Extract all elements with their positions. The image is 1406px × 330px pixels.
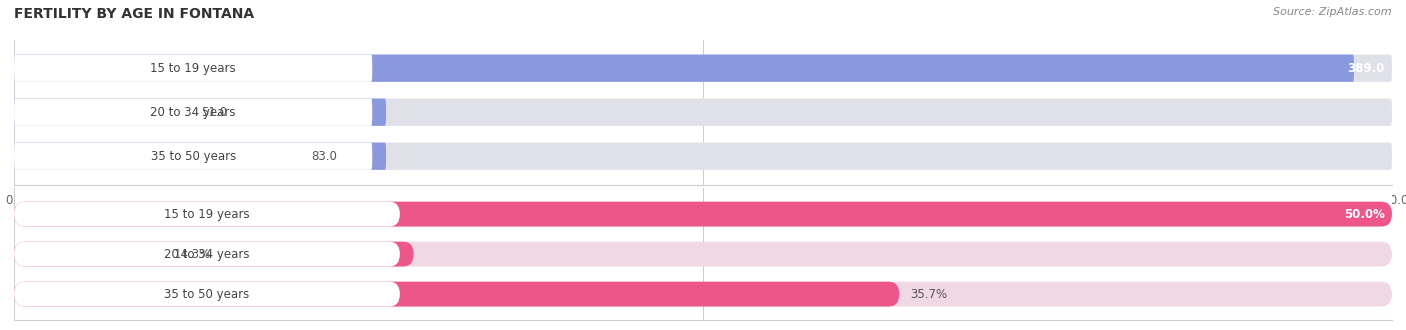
FancyBboxPatch shape	[14, 143, 373, 170]
FancyBboxPatch shape	[14, 282, 399, 307]
Text: 20 to 34 years: 20 to 34 years	[165, 248, 250, 261]
FancyBboxPatch shape	[14, 143, 1392, 170]
Text: 15 to 19 years: 15 to 19 years	[150, 62, 236, 75]
FancyBboxPatch shape	[14, 99, 387, 126]
Text: 15 to 19 years: 15 to 19 years	[165, 208, 250, 220]
FancyBboxPatch shape	[14, 202, 1392, 226]
FancyBboxPatch shape	[14, 242, 1392, 267]
Text: 20 to 34 years: 20 to 34 years	[150, 106, 236, 119]
Text: 14.3%: 14.3%	[173, 248, 211, 261]
FancyBboxPatch shape	[14, 99, 1392, 126]
Text: 83.0: 83.0	[311, 150, 337, 163]
Text: 35 to 50 years: 35 to 50 years	[165, 288, 250, 301]
FancyBboxPatch shape	[14, 282, 900, 307]
Text: 35.7%: 35.7%	[910, 288, 948, 301]
FancyBboxPatch shape	[14, 99, 373, 126]
FancyBboxPatch shape	[14, 54, 1392, 82]
FancyBboxPatch shape	[14, 54, 373, 82]
FancyBboxPatch shape	[14, 202, 399, 226]
FancyBboxPatch shape	[14, 242, 413, 267]
FancyBboxPatch shape	[14, 143, 387, 170]
FancyBboxPatch shape	[14, 282, 1392, 307]
FancyBboxPatch shape	[14, 202, 1392, 226]
Text: 50.0%: 50.0%	[1344, 208, 1385, 220]
FancyBboxPatch shape	[14, 54, 1354, 82]
Text: FERTILITY BY AGE IN FONTANA: FERTILITY BY AGE IN FONTANA	[14, 7, 254, 20]
Text: Source: ZipAtlas.com: Source: ZipAtlas.com	[1274, 7, 1392, 16]
Text: 35 to 50 years: 35 to 50 years	[150, 150, 236, 163]
FancyBboxPatch shape	[14, 242, 399, 267]
Text: 389.0: 389.0	[1348, 62, 1385, 75]
Text: 51.0: 51.0	[201, 106, 226, 119]
